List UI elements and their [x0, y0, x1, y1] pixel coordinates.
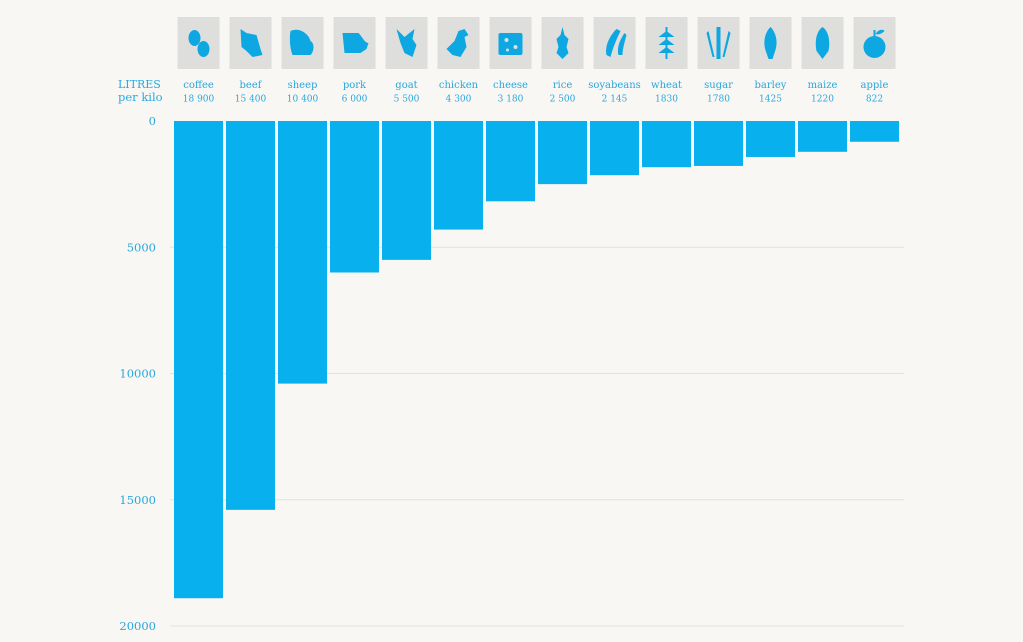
- wheat-icon: [645, 17, 688, 69]
- cow-icon: [229, 17, 272, 69]
- bar-chicken: [434, 121, 483, 230]
- bar-wheat: [642, 121, 691, 168]
- category-label: sugar: [704, 80, 733, 91]
- bar-coffee: [174, 121, 223, 599]
- sheep-icon: [281, 17, 324, 69]
- category-label: apple: [861, 80, 889, 91]
- bar-apple: [850, 121, 899, 142]
- value-label: 15 400: [235, 95, 267, 105]
- value-label: 1830: [655, 95, 678, 105]
- bar-rice: [538, 121, 587, 185]
- category-label: goat: [395, 80, 417, 91]
- icon-glyph: [764, 27, 777, 59]
- bar-barley: [746, 121, 795, 157]
- sugarcane-icon: [697, 17, 740, 69]
- value-label: 1780: [707, 95, 730, 105]
- value-label: 2 145: [602, 95, 628, 105]
- category-label: cheese: [493, 80, 528, 91]
- unit-label-line1: LITRES: [118, 78, 161, 91]
- bar-sugar: [694, 121, 743, 166]
- y-tick-label: 10000: [119, 367, 156, 381]
- y-tick-label: 15000: [119, 493, 156, 507]
- category-icons: [177, 17, 896, 69]
- goat-icon: [385, 17, 428, 69]
- value-label: 3 180: [498, 95, 524, 105]
- icon-glyph: [606, 29, 627, 57]
- barley-icon: [749, 17, 792, 69]
- y-tick-label: 0: [149, 114, 156, 128]
- value-label: 822: [866, 95, 883, 105]
- icon-glyph: [556, 27, 569, 59]
- unit-label: LITRES per kilo: [118, 78, 163, 104]
- icon-glyph: [446, 29, 469, 57]
- bar-pork: [330, 121, 379, 273]
- value-label: 1220: [811, 95, 834, 105]
- value-label: 2 500: [550, 95, 576, 105]
- category-label: beef: [240, 80, 263, 91]
- rice-icon: [541, 17, 584, 69]
- icon-glyph: [706, 27, 731, 59]
- icon-glyph: [188, 30, 210, 57]
- bar-maize: [798, 121, 847, 152]
- apple-icon: [853, 17, 896, 69]
- value-label: 18 900: [183, 95, 215, 105]
- icon-glyph: [396, 29, 417, 57]
- value-label: 1425: [759, 95, 782, 105]
- icon-glyph: [658, 27, 675, 59]
- value-label: 5 500: [394, 95, 420, 105]
- category-label: wheat: [651, 80, 682, 91]
- icon-glyph: [498, 33, 523, 55]
- icon-glyph: [342, 33, 369, 53]
- value-label: 4 300: [446, 95, 472, 105]
- bar-goat: [382, 121, 431, 260]
- category-label: pork: [343, 80, 367, 91]
- icon-glyph: [863, 29, 886, 58]
- maize-icon: [801, 17, 844, 69]
- chicken-icon: [437, 17, 480, 69]
- category-label: chicken: [439, 80, 479, 91]
- y-tick-label: 20000: [119, 619, 156, 633]
- bar-soyabeans: [590, 121, 639, 176]
- bar-cheese: [486, 121, 535, 202]
- cheese-icon: [489, 17, 532, 69]
- y-tick-label: 5000: [127, 240, 156, 254]
- soybean-icon: [593, 17, 636, 69]
- y-axis-ticks: 0 5000 10000 15000 20000: [119, 114, 156, 633]
- bar-beef: [226, 121, 275, 510]
- category-label: soyabeans: [588, 80, 641, 91]
- value-label: 10 400: [287, 95, 319, 105]
- bars: [174, 121, 899, 599]
- category-label: coffee: [183, 80, 214, 91]
- bar-sheep: [278, 121, 327, 384]
- pig-icon: [333, 17, 376, 69]
- category-label: rice: [553, 80, 573, 91]
- icon-glyph: [289, 29, 314, 55]
- unit-label-line2: per kilo: [118, 90, 163, 104]
- value-label: 6 000: [342, 95, 368, 105]
- icon-glyph: [815, 27, 830, 59]
- category-label: sheep: [288, 80, 318, 91]
- icon-glyph: [240, 29, 263, 57]
- category-label: barley: [755, 80, 787, 91]
- coffee-bean-icon: [177, 17, 220, 69]
- category-label: maize: [808, 80, 838, 91]
- category-labels: coffee 18 900 beef 15 400 sheep 10 400 pork 6 0…: [183, 80, 889, 105]
